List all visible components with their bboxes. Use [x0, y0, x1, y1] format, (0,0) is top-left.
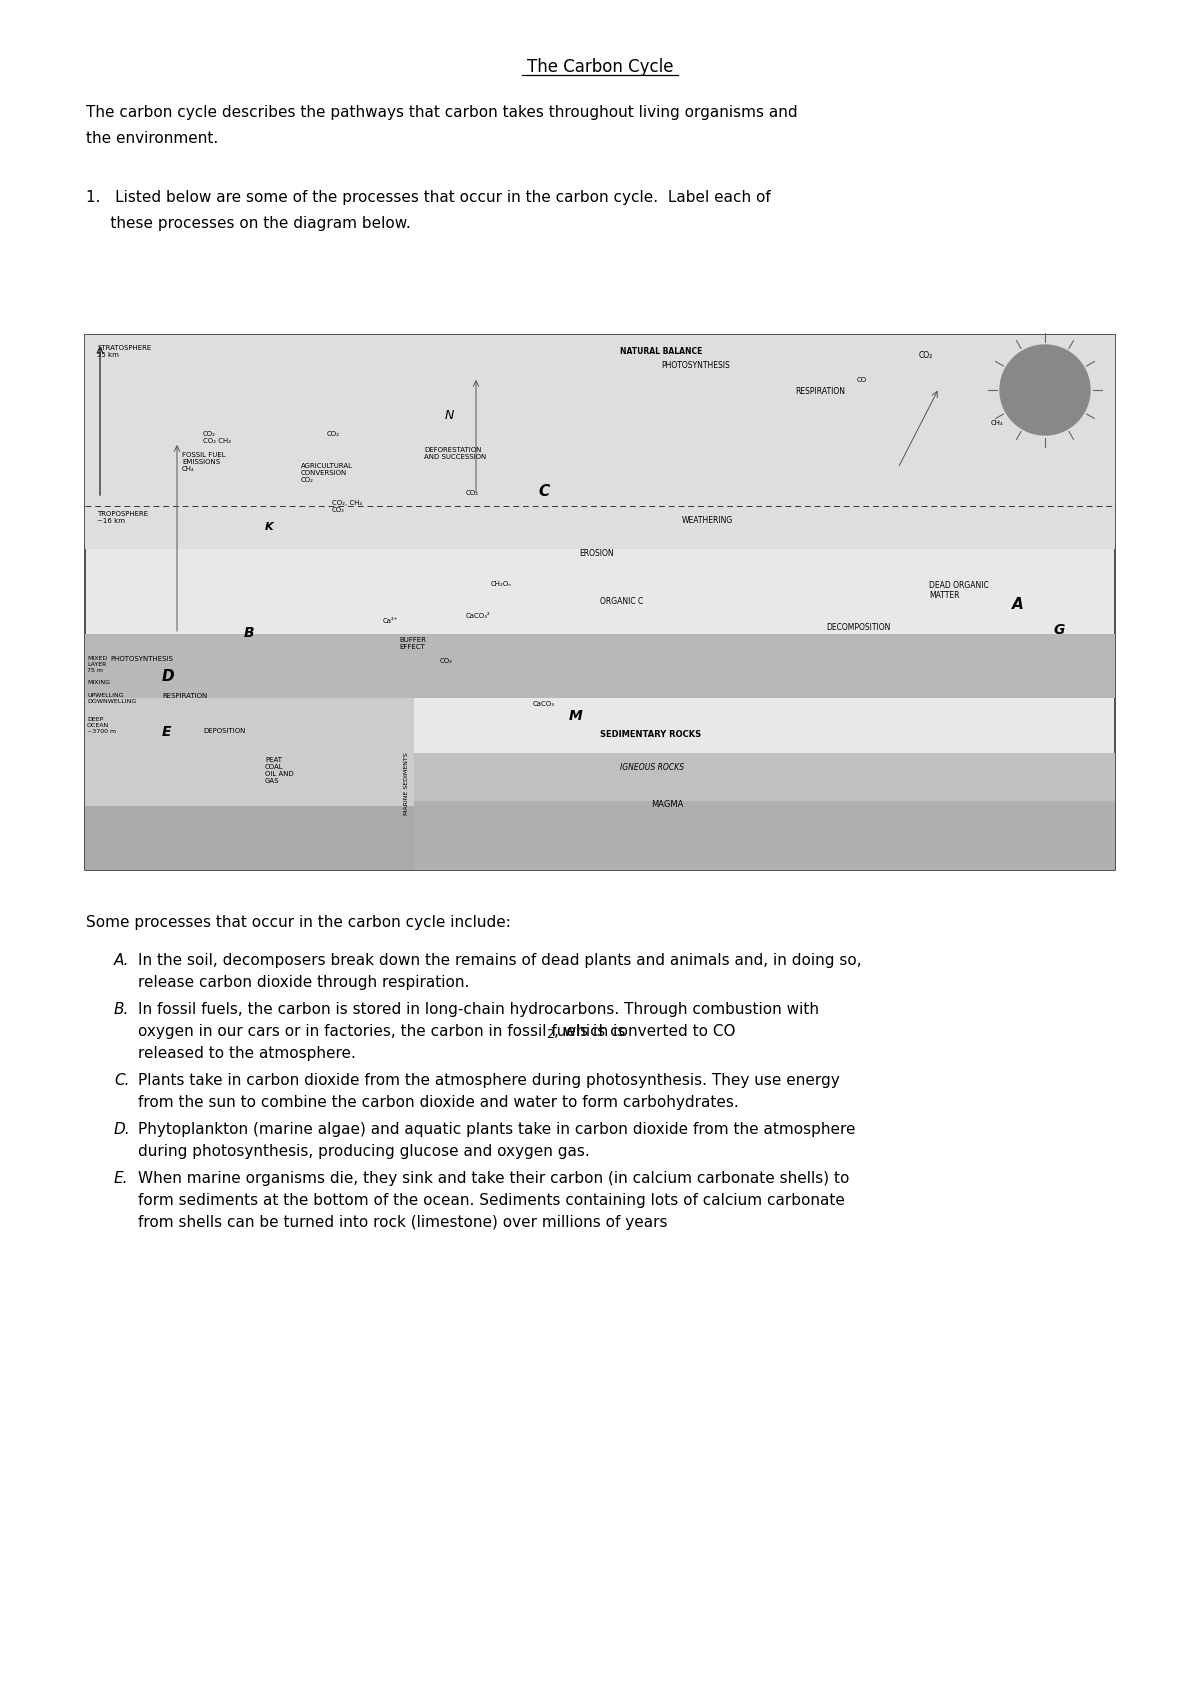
Text: 2: 2: [546, 1027, 554, 1041]
Text: Plants take in carbon dioxide from the atmosphere during photosynthesis. They us: Plants take in carbon dioxide from the a…: [138, 1073, 840, 1088]
Text: K: K: [265, 521, 274, 531]
Text: G: G: [1054, 623, 1064, 637]
Text: BUFFER
EFFECT: BUFFER EFFECT: [398, 637, 426, 650]
Bar: [414, 752, 1115, 869]
Text: When marine organisms die, they sink and take their carbon (in calcium carbonate: When marine organisms die, they sink and…: [138, 1172, 850, 1185]
Text: CaCO₃: CaCO₃: [533, 701, 554, 706]
Text: DEEP
OCEAN
~3700 m: DEEP OCEAN ~3700 m: [88, 717, 116, 734]
Text: Phytoplankton (marine algae) and aquatic plants take in carbon dioxide from the : Phytoplankton (marine algae) and aquatic…: [138, 1122, 856, 1138]
Text: AGRICULTURAL
CONVERSION
CO₂: AGRICULTURAL CONVERSION CO₂: [301, 464, 353, 482]
Text: C.: C.: [114, 1073, 130, 1088]
Text: D: D: [162, 669, 175, 684]
Text: STRATOSPHERE
55 km: STRATOSPHERE 55 km: [97, 345, 151, 358]
Text: CO₂: CO₂: [326, 431, 340, 436]
Text: E: E: [162, 725, 172, 739]
Text: EROSION: EROSION: [580, 548, 613, 559]
Text: CH₂Oₙ: CH₂Oₙ: [491, 581, 512, 588]
Text: ORGANIC C: ORGANIC C: [600, 598, 643, 606]
Text: MAGMA: MAGMA: [650, 800, 683, 808]
Text: CO₂: CO₂: [440, 659, 454, 664]
Text: , which is: , which is: [554, 1024, 625, 1039]
Text: In fossil fuels, the carbon is stored in long-chain hydrocarbons. Through combus: In fossil fuels, the carbon is stored in…: [138, 1002, 818, 1017]
Text: NATURAL BALANCE: NATURAL BALANCE: [620, 346, 702, 357]
Text: MIXING: MIXING: [88, 679, 110, 684]
Text: from shells can be turned into rock (limestone) over millions of years: from shells can be turned into rock (lim…: [138, 1216, 667, 1229]
Text: C: C: [538, 484, 550, 499]
Text: N: N: [445, 409, 455, 423]
Text: CO₂: CO₂: [919, 351, 934, 360]
Text: PHOTOSYNTHESIS: PHOTOSYNTHESIS: [661, 362, 730, 370]
Text: MARINE SEDIMENTS: MARINE SEDIMENTS: [404, 752, 409, 815]
Text: Ca²⁺: Ca²⁺: [383, 618, 398, 623]
Text: UPWELLING
DOWNWELLING: UPWELLING DOWNWELLING: [88, 693, 137, 703]
Bar: [85, 335, 1115, 869]
Text: CO₂
CO₂ CH₄: CO₂ CO₂ CH₄: [203, 431, 230, 443]
Text: B: B: [244, 627, 254, 640]
Text: A.: A.: [114, 953, 130, 968]
Text: form sediments at the bottom of the ocean. Sediments containing lots of calcium : form sediments at the bottom of the ocea…: [138, 1194, 845, 1207]
Text: CO₂: CO₂: [466, 491, 479, 496]
Text: MIXED
LAYER
75 m: MIXED LAYER 75 m: [88, 655, 107, 672]
Text: PHOTOSYNTHESIS: PHOTOSYNTHESIS: [110, 655, 173, 662]
Text: CaCO₃²: CaCO₃²: [466, 613, 491, 620]
Text: The carbon cycle describes the pathways that carbon takes throughout living orga: The carbon cycle describes the pathways …: [86, 105, 798, 121]
Text: D.: D.: [114, 1122, 131, 1138]
Text: CO₂, CH₄
CO₂: CO₂, CH₄ CO₂: [332, 499, 362, 513]
Text: B.: B.: [114, 1002, 130, 1017]
Bar: [85, 698, 414, 869]
Text: CH₄: CH₄: [991, 419, 1003, 426]
Text: RESPIRATION: RESPIRATION: [162, 693, 208, 700]
Text: DEFORESTATION
AND SUCCESSION: DEFORESTATION AND SUCCESSION: [424, 447, 486, 460]
Bar: [85, 335, 1115, 548]
Text: SEDIMENTARY ROCKS: SEDIMENTARY ROCKS: [600, 730, 701, 739]
Text: released to the atmosphere.: released to the atmosphere.: [138, 1046, 356, 1061]
Text: PEAT
COAL
OIL AND
GAS: PEAT COAL OIL AND GAS: [265, 757, 294, 784]
Text: TROPOSPHERE
~16 km: TROPOSPHERE ~16 km: [97, 511, 148, 525]
Text: In the soil, decomposers break down the remains of dead plants and animals and, : In the soil, decomposers break down the …: [138, 953, 862, 968]
Bar: [85, 807, 414, 869]
Text: these processes on the diagram below.: these processes on the diagram below.: [86, 216, 410, 231]
Text: 1.   Listed below are some of the processes that occur in the carbon cycle.  Lab: 1. Listed below are some of the processe…: [86, 190, 770, 205]
Circle shape: [1000, 345, 1090, 435]
Text: RESPIRATION: RESPIRATION: [796, 387, 845, 396]
Text: M: M: [569, 710, 583, 723]
Text: the environment.: the environment.: [86, 131, 218, 146]
Bar: [414, 801, 1115, 869]
Text: DECOMPOSITION: DECOMPOSITION: [826, 623, 890, 632]
Text: release carbon dioxide through respiration.: release carbon dioxide through respirati…: [138, 975, 469, 990]
Text: FOSSIL FUEL
EMISSIONS
CH₄: FOSSIL FUEL EMISSIONS CH₄: [182, 452, 226, 472]
Text: DEAD ORGANIC
MATTER: DEAD ORGANIC MATTER: [929, 581, 989, 601]
Text: A: A: [1012, 598, 1024, 611]
Text: from the sun to combine the carbon dioxide and water to form carbohydrates.: from the sun to combine the carbon dioxi…: [138, 1095, 739, 1110]
Text: E.: E.: [114, 1172, 128, 1185]
Text: oxygen in our cars or in factories, the carbon in fossil fuels is converted to C: oxygen in our cars or in factories, the …: [138, 1024, 736, 1039]
Text: WEATHERING: WEATHERING: [682, 516, 733, 525]
Text: CO: CO: [857, 377, 868, 384]
Text: during photosynthesis, producing glucose and oxygen gas.: during photosynthesis, producing glucose…: [138, 1144, 589, 1160]
Bar: [85, 633, 1115, 698]
Text: The Carbon Cycle: The Carbon Cycle: [527, 58, 673, 76]
Text: IGNEOUS ROCKS: IGNEOUS ROCKS: [620, 762, 684, 773]
Text: DEPOSITION: DEPOSITION: [203, 728, 245, 734]
Text: Some processes that occur in the carbon cycle include:: Some processes that occur in the carbon …: [86, 915, 511, 931]
